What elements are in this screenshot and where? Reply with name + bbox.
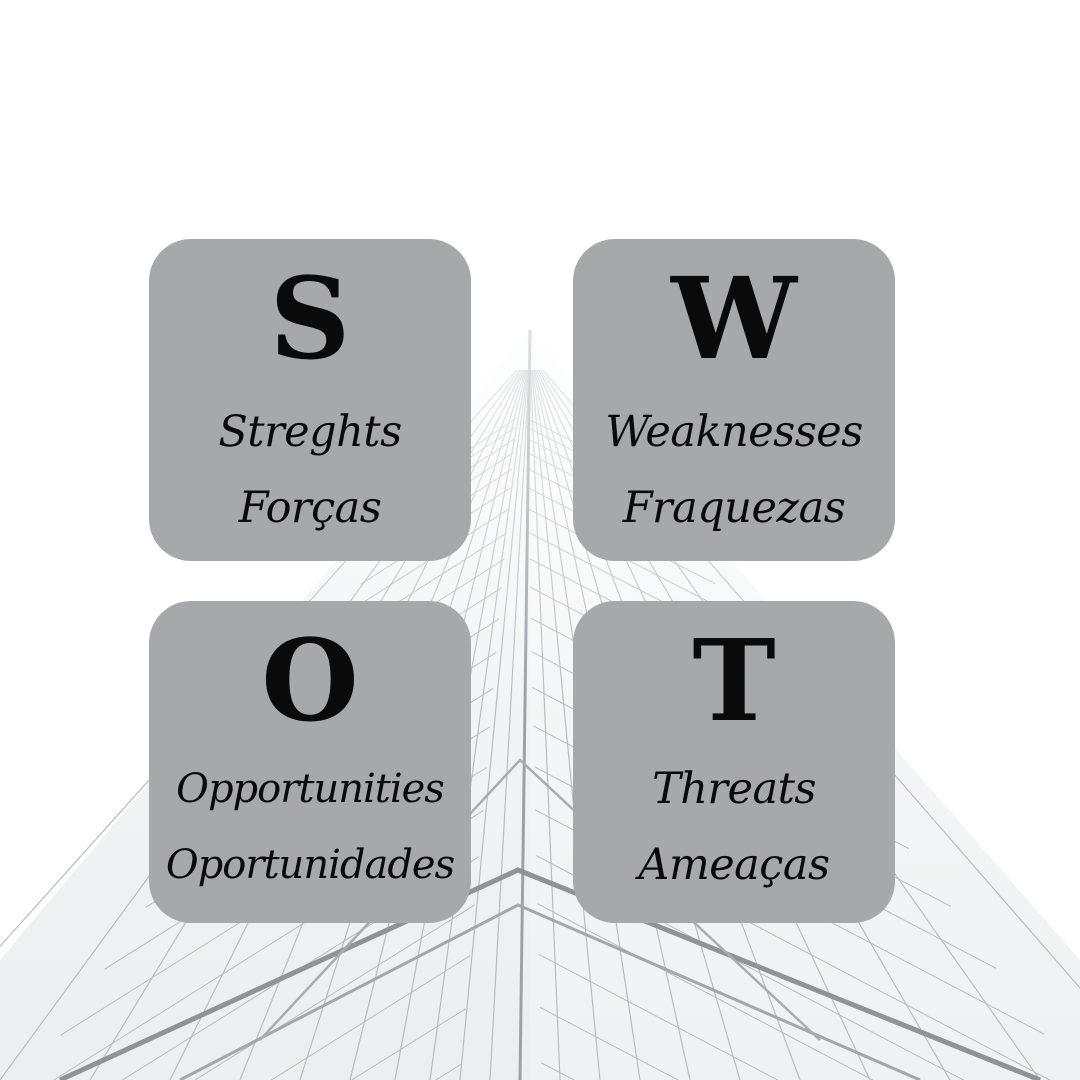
- weaknesses-tile: W Weaknesses Fraquezas: [573, 239, 895, 561]
- opportunities-tile: O Opportunities Oportunidades: [149, 601, 471, 923]
- opportunities-letter: O: [261, 616, 359, 747]
- weaknesses-label-pt: Fraquezas: [622, 483, 846, 533]
- threats-label-en: Threats: [652, 764, 816, 814]
- strengths-tile: S Streghts Forças: [149, 239, 471, 561]
- threats-labels: Threats Ameaças: [573, 751, 895, 903]
- weaknesses-label-en: Weaknesses: [605, 407, 863, 457]
- opportunities-labels: Opportunities Oportunidades: [149, 751, 471, 903]
- strengths-letter: S: [269, 254, 351, 385]
- threats-label-pt: Ameaças: [638, 840, 830, 890]
- strengths-labels: Streghts Forças: [149, 394, 471, 546]
- strengths-label-pt: Forças: [238, 483, 382, 533]
- weaknesses-letter: W: [671, 254, 797, 385]
- threats-tile: T Threats Ameaças: [573, 601, 895, 923]
- threats-letter: T: [692, 616, 776, 747]
- weaknesses-labels: Weaknesses Fraquezas: [573, 394, 895, 546]
- opportunities-label-en: Opportunities: [176, 766, 445, 812]
- strengths-label-en: Streghts: [218, 407, 402, 457]
- opportunities-label-pt: Oportunidades: [165, 842, 455, 888]
